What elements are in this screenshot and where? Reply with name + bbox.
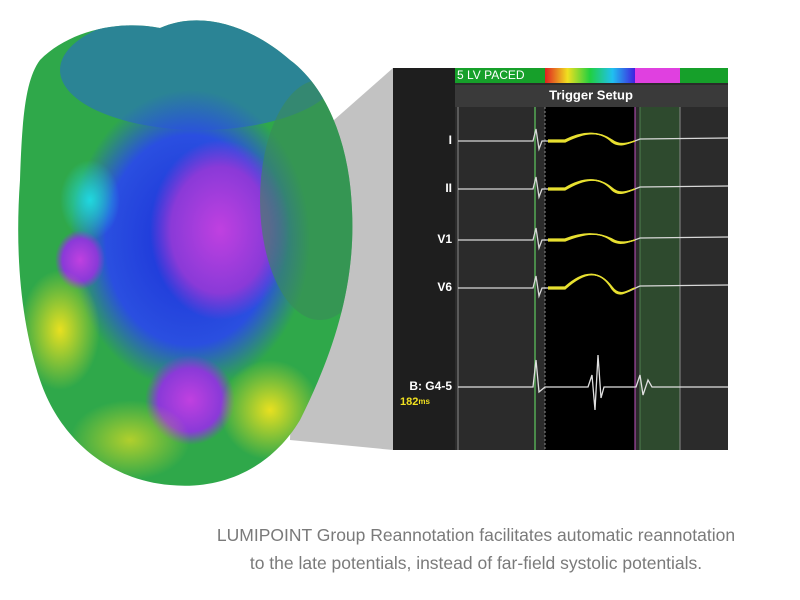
toolbar-title: Trigger Setup (549, 87, 633, 102)
template-trace (548, 179, 636, 195)
lead-label: V6 (437, 280, 452, 294)
lead-label: V1 (437, 232, 452, 246)
interval-value: 182ms (400, 396, 430, 408)
ecg-trace (458, 354, 728, 411)
caption-line: to the late potentials, instead of far-f… (249, 553, 703, 573)
lead-label: B: G4-5 (409, 379, 452, 393)
rhythm-label: 5 LV PACED (457, 68, 525, 82)
caption-line: LUMIPOINT Group Reannotation facilitates… (216, 525, 736, 545)
template-trace (548, 274, 636, 295)
template-trace (548, 233, 636, 244)
lead-label: I (449, 133, 452, 147)
template-trace (548, 133, 636, 146)
interval-number: 182 (400, 396, 418, 408)
lead-label: II (445, 181, 452, 195)
interval-unit: ms (418, 397, 430, 406)
